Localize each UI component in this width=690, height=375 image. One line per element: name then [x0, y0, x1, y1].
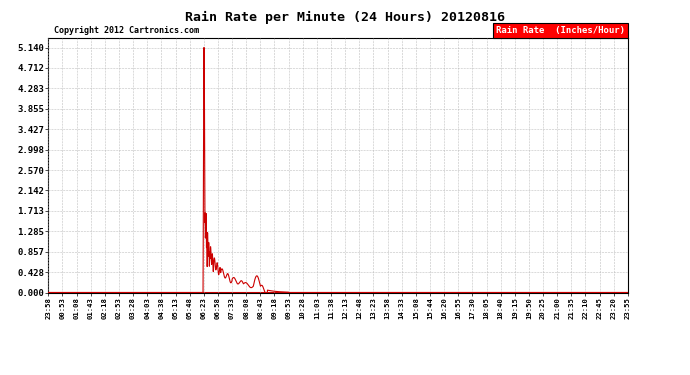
- Text: Copyright 2012 Cartronics.com: Copyright 2012 Cartronics.com: [54, 26, 199, 35]
- Text: Rain Rate  (Inches/Hour): Rain Rate (Inches/Hour): [496, 26, 625, 35]
- Text: Rain Rate per Minute (24 Hours) 20120816: Rain Rate per Minute (24 Hours) 20120816: [185, 11, 505, 24]
